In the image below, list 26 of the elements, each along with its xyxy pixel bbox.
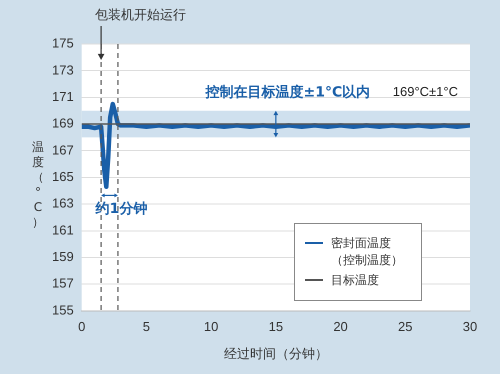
annotation: 约1分钟 [94, 201, 148, 218]
y-tick-label: 159 [52, 249, 74, 264]
y-tick-label: 175 [52, 36, 74, 51]
y-tick-label: 163 [52, 196, 74, 211]
y-tick-label: 173 [52, 62, 74, 78]
y-tick-label: 169 [52, 116, 74, 131]
y-tick-label: 165 [52, 168, 74, 184]
x-tick-label: 0 [78, 319, 86, 334]
y-tick-label: 161 [52, 222, 74, 238]
legend-label: 目标温度 [331, 272, 379, 289]
y-tick-label: 167 [52, 142, 74, 158]
y-tick-label: 171 [52, 88, 74, 104]
x-tick-label: 5 [142, 319, 150, 334]
y-tick-label: 155 [52, 302, 74, 318]
x-axis-title: 经过时间（分钟） [224, 346, 328, 361]
x-tick-label: 25 [398, 319, 413, 334]
y-tick-label: 157 [52, 276, 74, 291]
ref-line-label: 包装机开始运行 [95, 8, 186, 23]
x-tick-label: 20 [333, 319, 348, 334]
y-axis-title: 温度（°C） [31, 140, 45, 230]
legend-label: 密封面温度（控制温度） [331, 234, 404, 269]
x-tick-label: 15 [268, 319, 284, 334]
x-tick-label: 30 [462, 319, 478, 334]
annotation: 控制在目标温度±1°C以内 [204, 83, 370, 100]
x-tick-label: 10 [204, 319, 218, 334]
band-label: 169°C±1°C [392, 84, 458, 99]
